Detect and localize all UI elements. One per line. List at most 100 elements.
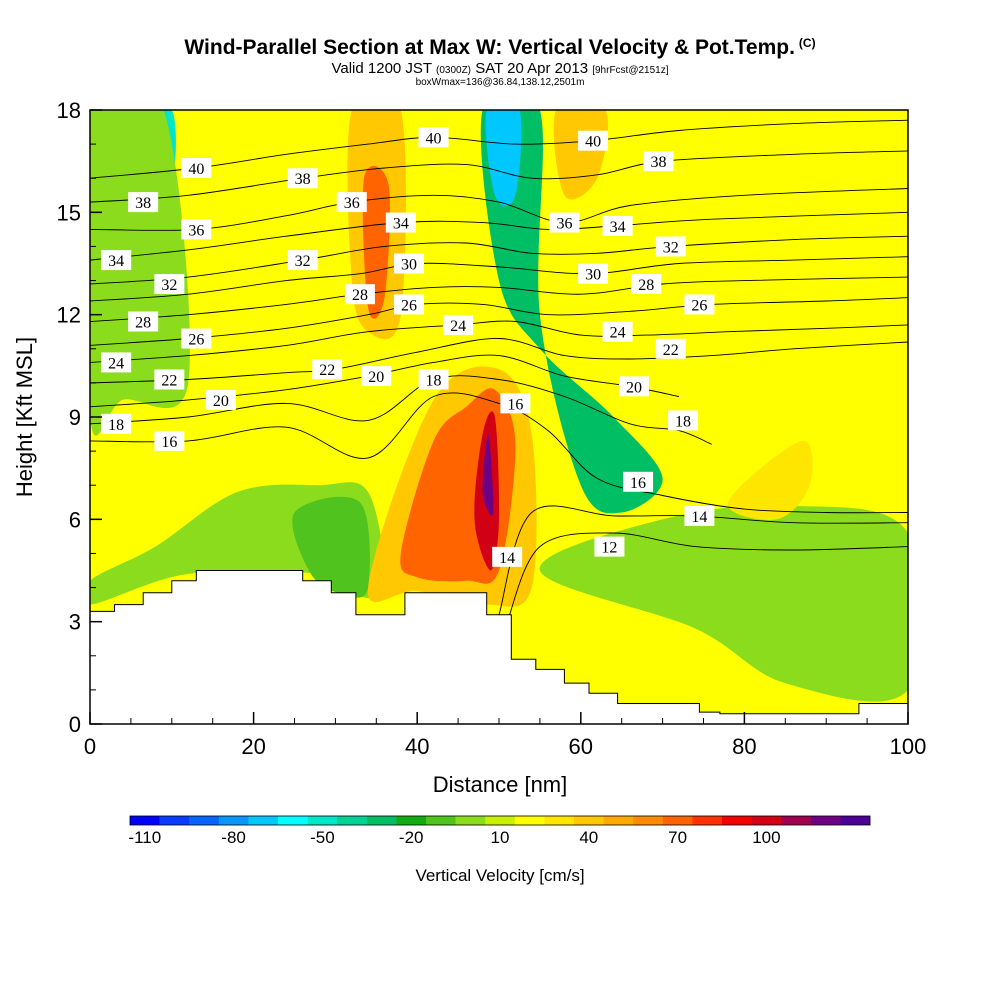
svg-text:40: 40 (585, 134, 601, 151)
theta-contour-line (90, 338, 908, 384)
svg-text:30: 30 (401, 257, 417, 274)
svg-text:14: 14 (691, 509, 707, 526)
theta-contour-label: 28 (344, 284, 375, 305)
colorbar-swatch (781, 816, 812, 825)
theta-contour-label: 16 (500, 393, 531, 414)
colorbar-swatch (248, 816, 279, 825)
colorbar-swatch (722, 816, 752, 825)
colorbar-swatch (159, 816, 190, 825)
svg-text:22: 22 (161, 372, 177, 389)
svg-text:32: 32 (295, 253, 311, 270)
svg-text:40: 40 (188, 161, 204, 178)
theta-contour-line (498, 505, 908, 615)
chart-subtitle-2: boxWmax=136@36.84,138.12,2501m (415, 77, 585, 88)
theta-contour-label: 24 (101, 352, 132, 373)
theta-contour-line (90, 297, 908, 346)
theta-contour-label: 26 (684, 294, 715, 315)
theta-contour-line (90, 235, 908, 285)
w-region (482, 433, 494, 516)
x-tick-label: 20 (241, 734, 265, 759)
svg-text:30: 30 (585, 267, 601, 284)
y-tick-label: 15 (57, 200, 81, 225)
colorbar-swatch (633, 816, 664, 825)
colorbar-outline (129, 815, 871, 826)
svg-text:20: 20 (368, 369, 384, 386)
theta-contour-label: 30 (578, 263, 609, 284)
theta-contour-label: 38 (128, 192, 159, 213)
theta-contour-label: 26 (394, 294, 425, 315)
colorbar-swatch (455, 816, 486, 825)
svg-text:20: 20 (213, 393, 229, 410)
theta-contour-label: 36 (181, 219, 212, 240)
theta-contour-label: 34 (602, 215, 633, 236)
colorbar-swatch (130, 816, 160, 825)
svg-text:36: 36 (344, 195, 360, 212)
colorbar-swatch (307, 816, 338, 825)
theta-contour-line (506, 532, 908, 622)
y-tick-label: 6 (69, 507, 81, 532)
theta-contour-line (90, 188, 908, 231)
theta-contour-label: 36 (336, 192, 367, 213)
theta-contour-label: 24 (602, 321, 633, 342)
x-tick-label: 40 (405, 734, 429, 759)
svg-text:28: 28 (638, 277, 654, 294)
chart-subtitle: Valid 1200 JST (0300Z) SAT 20 Apr 2013 [… (331, 60, 669, 77)
svg-text:38: 38 (295, 171, 311, 188)
theta-contour-label: 38 (643, 151, 674, 172)
theta-contour-label: 24 (443, 314, 474, 335)
colorbar-swatch (426, 816, 456, 825)
theta-contour-label: 14 (684, 505, 715, 526)
colorbar-tick-label: -50 (310, 828, 335, 847)
x-axis-label: Distance [nm] (433, 772, 568, 797)
theta-contour-line (90, 256, 908, 302)
colorbar-tick-label: -20 (399, 828, 424, 847)
svg-text:40: 40 (426, 130, 442, 147)
colorbar-swatch (603, 816, 634, 825)
colorbar-swatch (544, 816, 575, 825)
theta-contour-label: 18 (668, 410, 699, 431)
y-tick-label: 12 (57, 303, 81, 328)
theta-contour-label: 20 (618, 376, 649, 397)
terrain-profile (90, 570, 908, 724)
colorbar-tick-label: 70 (668, 828, 687, 847)
svg-text:36: 36 (556, 216, 572, 233)
svg-text:36: 36 (188, 222, 204, 239)
y-tick-label: 9 (69, 405, 81, 430)
x-tick-label: 60 (569, 734, 593, 759)
svg-text:28: 28 (352, 287, 368, 304)
w-region (480, 110, 663, 514)
theta-contour-label: 32 (154, 273, 185, 294)
y-tick-label: 18 (57, 98, 81, 123)
theta-contour-label: 32 (287, 250, 318, 270)
svg-text:26: 26 (401, 297, 417, 314)
svg-text:18: 18 (426, 372, 442, 389)
svg-text:12: 12 (601, 540, 617, 557)
colorbar-label: Vertical Velocity [cm/s] (415, 866, 584, 885)
theta-contour-line (90, 276, 908, 322)
colorbar-tick-label: -110 (128, 828, 161, 847)
w-region (485, 110, 522, 206)
theta-contour-label: 36 (549, 212, 580, 233)
colorbar-swatch (396, 816, 427, 825)
terrain (90, 570, 908, 724)
colorbar-swatch (692, 816, 723, 825)
colorbar-swatch (751, 816, 782, 825)
svg-text:16: 16 (630, 475, 646, 492)
theta-contour-label: 16 (623, 471, 654, 492)
x-tick-label: 80 (732, 734, 756, 759)
theta-contour-label: 28 (631, 273, 662, 294)
theta-contour-label: 34 (101, 250, 132, 270)
y-axis-label: Height [Kft MSL] (12, 337, 37, 497)
theta-contour-line (90, 211, 908, 261)
y-tick-label: 3 (69, 610, 81, 635)
svg-text:18: 18 (675, 413, 691, 430)
theta-contour-label: 14 (492, 546, 523, 567)
theta-contour-label: 40 (578, 130, 609, 151)
svg-text:24: 24 (610, 325, 626, 342)
svg-text:34: 34 (108, 253, 124, 270)
svg-text:16: 16 (161, 434, 177, 451)
svg-text:26: 26 (188, 332, 204, 349)
theta-contour-label: 34 (385, 212, 416, 233)
svg-text:22: 22 (663, 342, 679, 359)
